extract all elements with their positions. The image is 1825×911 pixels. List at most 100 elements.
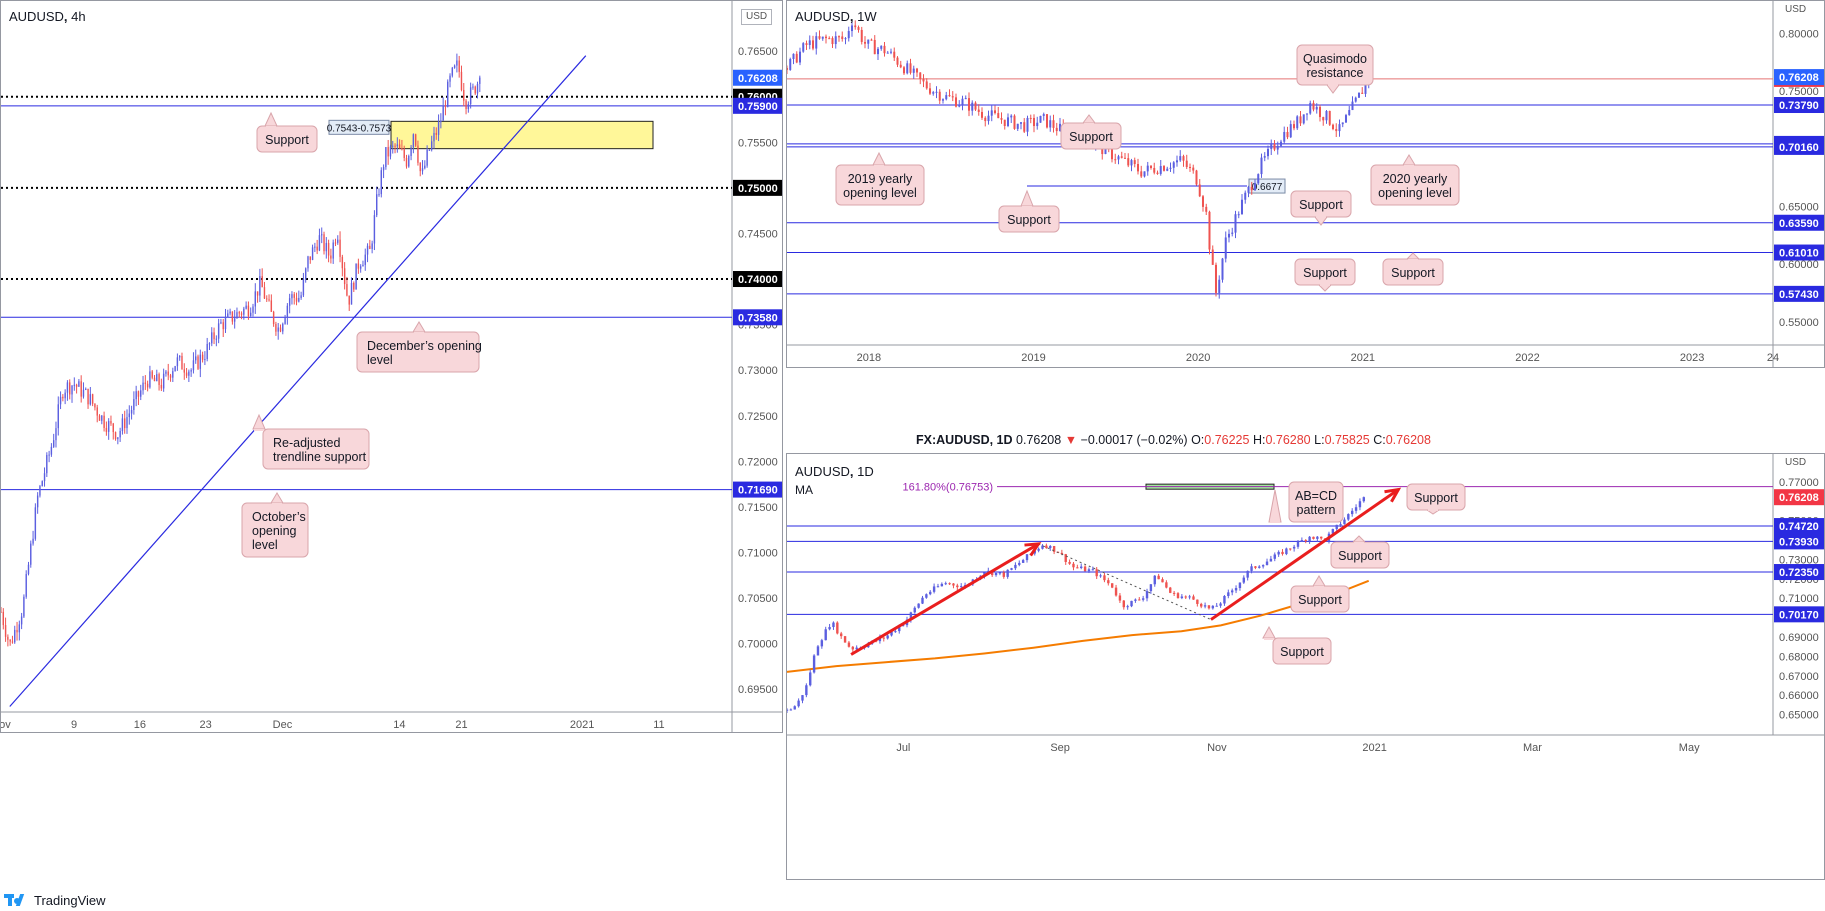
h4-candle-body (96, 407, 98, 416)
w1-callout-joint (1408, 259, 1418, 261)
d1-candle-body (828, 627, 831, 630)
d1-callout-joint (1270, 521, 1280, 523)
d1-y-tick-label: 0.71000 (1779, 593, 1819, 605)
d1-level-badge (1774, 564, 1824, 581)
h4-callout-text: December’s opening (367, 339, 482, 353)
d1-candle-body (1033, 550, 1036, 554)
d1-candle-body (1203, 605, 1207, 607)
h4-candle-body (192, 360, 195, 371)
d1-candle-body (1207, 605, 1211, 609)
w1-candle-body (961, 98, 964, 105)
d1-candle-body (1060, 552, 1064, 555)
w1-candle-body (824, 36, 828, 39)
h4-candle-body (412, 134, 415, 148)
h4-candle-body (323, 234, 325, 252)
d1-candle-body (1350, 510, 1354, 515)
d1-x-tick-label: Sep (1050, 742, 1070, 754)
d1-candle-body (1188, 596, 1191, 598)
h4-candle-body (124, 418, 126, 429)
w1-candle-body (909, 63, 912, 73)
w1-currency-label[interactable]: USD (1781, 3, 1811, 17)
w1-callout-text: Support (1007, 213, 1051, 227)
w1-candle-body (1312, 102, 1315, 110)
h4-x-tick-label: Dec (273, 719, 293, 731)
h4-zone (390, 120, 654, 150)
d1-candle-body (890, 631, 893, 636)
w1-candle-body (1322, 117, 1325, 121)
h4-currency-label[interactable]: USD (741, 9, 773, 25)
ohlc-change: −0.00017 (−0.02%) (1080, 433, 1188, 447)
h4-candle-body (256, 291, 259, 296)
h4-callout-text: Support (265, 133, 309, 147)
w1-candle-body (1182, 156, 1185, 161)
w1-chart-panel[interactable]: AUDUSD, 1W USD 0.55000 0.60000 0.65000 0.70… (786, 0, 1825, 368)
h4-chart-panel[interactable]: AUDUSD, 4h USD 0.69500 0.70000 0.70500 0.71… (0, 0, 783, 733)
w1-candle-body (1305, 113, 1308, 115)
h4-candle-body (167, 371, 169, 376)
d1-candle-body (1250, 566, 1253, 571)
h4-candle-body (316, 246, 318, 251)
h4-candle-body (142, 382, 144, 391)
w1-callout-box[interactable] (1370, 164, 1460, 206)
h4-candle-body (341, 256, 344, 269)
w1-candle-body (1042, 114, 1045, 116)
w1-candle-body (1013, 115, 1016, 129)
w1-level-label: 0.73790 (1779, 100, 1819, 112)
h4-interval: 4h (71, 9, 86, 24)
h4-candle-body (444, 105, 447, 107)
h4-candle-body (48, 454, 50, 456)
d1-level-badge (1774, 518, 1824, 535)
h4-candle-body (153, 377, 156, 382)
w1-y-tick-label: 0.55000 (1779, 317, 1819, 329)
h4-candle-body (286, 305, 289, 318)
h4-candle-body (55, 428, 57, 441)
w1-candle-body (1201, 196, 1205, 207)
w1-candle-body (1149, 165, 1153, 168)
h4-chart-svg[interactable]: 0.69500 0.70000 0.70500 0.71000 0.71500 0.720… (1, 1, 783, 733)
h4-candle-body (453, 65, 456, 68)
d1-arrowhead-icon (1024, 542, 1042, 557)
d1-candle-body (1358, 501, 1362, 508)
h4-candle-body (30, 543, 32, 565)
w1-y-tick-label: 0.65000 (1779, 201, 1819, 213)
w1-callout-text: Support (1299, 198, 1343, 212)
h4-candle-body (314, 246, 316, 248)
h4-candle-body (151, 371, 153, 378)
w1-candle-body (1335, 129, 1338, 132)
h4-callout-box[interactable] (262, 428, 370, 470)
h4-candle-body (426, 149, 428, 166)
h4-candle-body (348, 295, 350, 305)
d1-currency-label[interactable]: USD (1781, 456, 1811, 470)
d1-candle-body (1219, 603, 1222, 606)
w1-candle-body (1208, 211, 1211, 250)
d1-candle-body (847, 642, 851, 647)
h4-callout-box[interactable] (256, 125, 318, 153)
w1-chart-svg[interactable]: 0.550000.600000.650000.700000.750000.800… (787, 1, 1825, 368)
h4-candle-body (270, 300, 273, 312)
d1-candle-body (1238, 582, 1242, 589)
d1-candle-body (1215, 605, 1218, 607)
d1-callout-box[interactable] (1288, 481, 1344, 523)
h4-candle-body (89, 394, 92, 405)
h4-candle-body (263, 287, 266, 299)
h4-x-tick-label: 11 (653, 719, 664, 731)
h4-candle-body (32, 538, 34, 544)
d1-ma-label[interactable]: MA (795, 483, 813, 497)
d1-candle-body (1018, 562, 1021, 565)
d1-chart-panel[interactable]: AUDUSD, 1D MA USD 0.65000 0.66000 0.67000 0… (786, 453, 1825, 880)
d1-callout-box[interactable] (1272, 637, 1332, 665)
w1-candle-body (1188, 166, 1192, 168)
w1-candle-body (1309, 102, 1312, 114)
h4-candle-body (437, 122, 440, 135)
w1-callout-text: resistance (1307, 66, 1364, 80)
d1-chart-svg[interactable]: 0.650000.660000.670000.680000.690000.700… (787, 454, 1825, 880)
h4-candle-body (275, 324, 277, 332)
w1-candle-body (863, 41, 867, 44)
w1-candle-body (1289, 124, 1292, 138)
h4-candle-body (85, 388, 87, 390)
h4-candle-body (330, 255, 332, 259)
h4-candle-body (41, 481, 43, 487)
h4-candle-body (252, 306, 254, 313)
d1-candle-body (1014, 564, 1017, 569)
